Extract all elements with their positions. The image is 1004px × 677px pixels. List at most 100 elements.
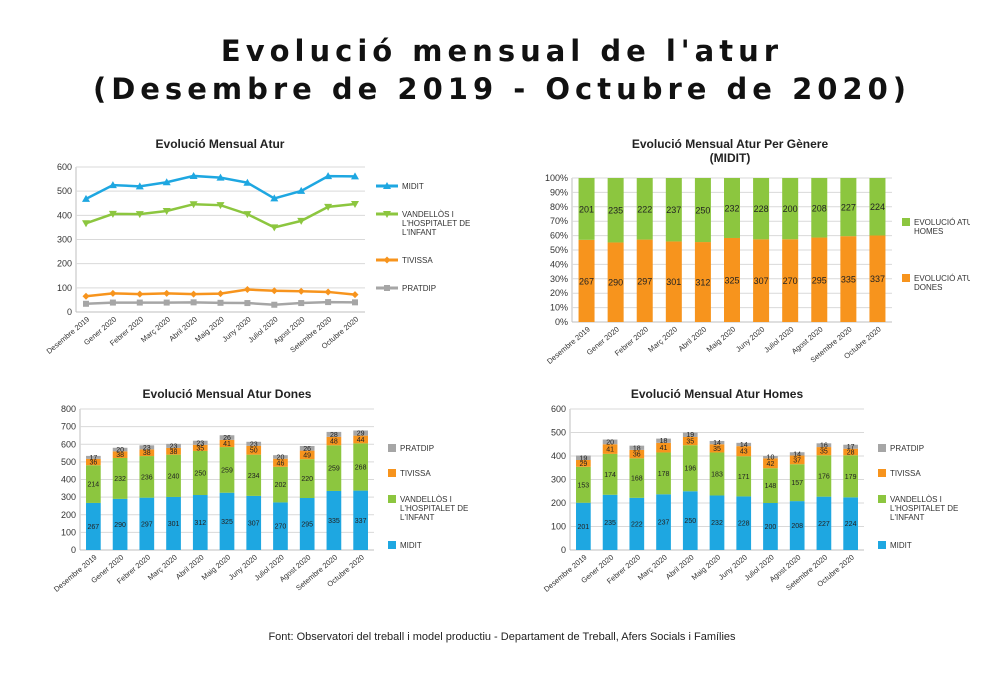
bar-segment <box>656 494 671 550</box>
x-tick-label: Maig 2020 <box>193 315 226 344</box>
data-point <box>189 201 198 209</box>
data-label: 36 <box>89 460 97 467</box>
bar-segment <box>656 438 671 443</box>
legend-label: PRATDIP <box>890 444 924 453</box>
data-label: 20 <box>277 454 285 461</box>
data-label: 224 <box>870 202 885 212</box>
bar-segment <box>665 178 682 242</box>
y-tick-label: 10% <box>550 303 568 313</box>
data-point <box>243 286 251 294</box>
legend-label: EVOLUCIÓ ATURDONES <box>914 274 970 292</box>
data-point <box>297 186 306 194</box>
bar-segment <box>246 445 262 455</box>
data-label: 290 <box>114 522 126 529</box>
data-point <box>216 202 225 210</box>
data-point <box>351 172 359 180</box>
y-tick-label: 200 <box>57 259 72 269</box>
bar-segment <box>602 444 618 454</box>
bar-segment <box>763 468 778 503</box>
data-label: 312 <box>194 520 206 527</box>
x-tick-label: Maig 2020 <box>200 553 233 582</box>
y-tick-label: 800 <box>61 404 76 414</box>
data-label: 171 <box>738 474 750 481</box>
bar-segment <box>763 503 778 550</box>
data-label: 29 <box>579 461 587 468</box>
data-label: 35 <box>196 445 204 452</box>
data-label: 38 <box>170 449 178 456</box>
y-tick-label: 500 <box>57 186 72 196</box>
y-tick-label: 80% <box>550 202 568 212</box>
data-label: 17 <box>89 455 97 462</box>
bar-segment <box>607 178 624 243</box>
bar-segment <box>816 496 832 550</box>
bar-segment <box>246 454 262 496</box>
data-point <box>82 292 90 300</box>
bar-segment <box>576 459 591 467</box>
data-label: 36 <box>633 452 641 459</box>
data-point <box>244 300 251 307</box>
data-label: 297 <box>637 276 652 286</box>
data-label: 23 <box>170 443 178 450</box>
data-label: 240 <box>168 473 180 480</box>
y-tick-label: 400 <box>551 451 566 461</box>
data-point <box>108 181 117 189</box>
data-label: 28 <box>330 432 338 439</box>
chart-evolucio-atur-homes: Evolució Mensual Atur Homes 0 100 200 300 400… <box>542 387 958 594</box>
data-label: 176 <box>818 473 830 480</box>
data-point <box>136 290 144 298</box>
data-label: 270 <box>783 276 798 286</box>
data-point <box>270 194 279 202</box>
bar-segment <box>629 445 645 450</box>
data-label: 267 <box>579 276 594 286</box>
bar-segment <box>694 242 711 322</box>
y-tick-label: 20% <box>550 288 568 298</box>
bar-segment <box>246 495 262 550</box>
bar-segment <box>166 496 181 550</box>
x-tick-label: Juny 2020 <box>734 325 766 354</box>
data-label: 250 <box>194 470 206 477</box>
data-label: 220 <box>301 476 313 483</box>
legend-swatch <box>878 469 886 477</box>
bar-segment <box>86 458 101 466</box>
data-point <box>136 299 143 306</box>
data-label: 235 <box>604 520 616 527</box>
bar-segment <box>709 495 725 550</box>
data-label: 335 <box>328 518 340 525</box>
bar-segment <box>299 450 315 460</box>
bar-segment <box>139 456 155 498</box>
bar-segment <box>326 436 342 446</box>
x-tick-label: Març 2020 <box>646 325 679 355</box>
legend-swatch <box>902 274 910 282</box>
bar-segment <box>789 464 805 502</box>
legend-label: TIVISSA <box>890 469 921 478</box>
legend-label: TIVISSA <box>400 469 431 478</box>
bar-segment <box>273 455 288 459</box>
data-label: 237 <box>666 205 681 215</box>
y-tick-label: 70% <box>550 216 568 226</box>
x-tick-label: Març 2020 <box>146 553 179 583</box>
data-point <box>163 299 170 306</box>
x-tick-label: Desembre 2019 <box>545 325 592 366</box>
bar-segment <box>219 492 235 550</box>
data-point <box>162 178 171 186</box>
y-tick-label: 100 <box>551 522 566 532</box>
data-point <box>82 220 90 228</box>
legend-swatch <box>388 541 396 549</box>
bar-segment <box>694 178 711 243</box>
bar-segment <box>811 178 828 238</box>
bar-segment <box>709 452 725 496</box>
bar-segment <box>736 442 752 447</box>
data-label: 236 <box>141 474 153 481</box>
bar-segment <box>843 448 858 456</box>
bar-segment <box>840 178 857 237</box>
data-label: 297 <box>141 521 153 528</box>
data-label: 301 <box>666 277 681 287</box>
data-label: 307 <box>248 520 260 527</box>
legend-label: EVOLUCIÓ ATURHOMES <box>914 218 970 236</box>
data-label: 179 <box>845 474 857 481</box>
legend-label: MIDIT <box>890 541 912 550</box>
data-label: 259 <box>221 467 233 474</box>
data-point <box>324 288 332 296</box>
data-point <box>351 291 359 299</box>
data-label: 50 <box>250 448 258 455</box>
